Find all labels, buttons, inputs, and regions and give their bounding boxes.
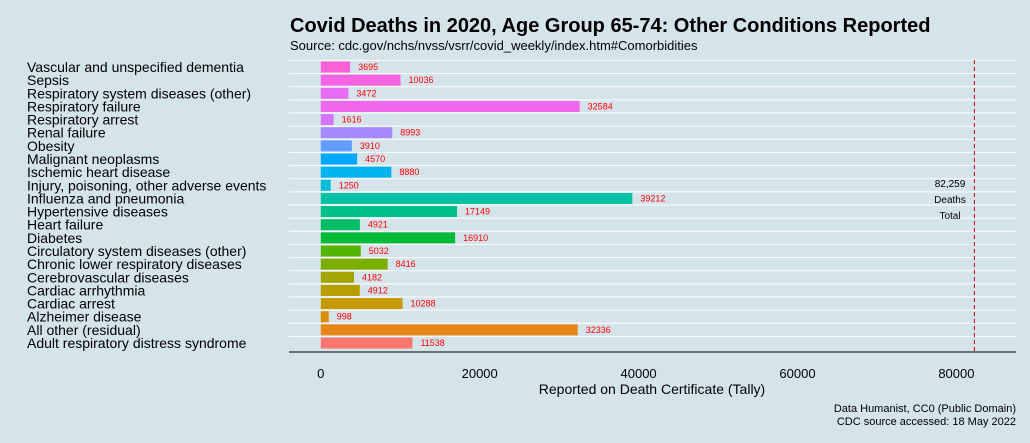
category-label: Obesity [27, 138, 74, 154]
bar [320, 219, 360, 231]
value-label: 8416 [396, 259, 416, 269]
category-label: Renal failure [27, 125, 106, 141]
bar [320, 206, 458, 218]
bar [320, 192, 633, 204]
category-label: Hypertensive diseases [27, 204, 168, 220]
value-label: 10288 [411, 299, 436, 309]
bar [320, 245, 361, 257]
bar [320, 258, 388, 270]
bar [320, 140, 352, 152]
value-label: 4912 [368, 285, 388, 295]
category-label: Vascular and unspecified dementia [27, 59, 244, 75]
bar [320, 61, 351, 73]
value-label: 17149 [465, 207, 490, 217]
annotation-text: Total [939, 211, 960, 222]
bar [320, 166, 392, 178]
bar [320, 87, 349, 99]
bar [320, 114, 334, 126]
bar [320, 284, 360, 296]
x-axis-title: Reported on Death Certificate (Tally) [539, 381, 765, 397]
category-label: Adult respiratory distress syndrome [27, 335, 247, 351]
annotation-text: Deaths [934, 195, 966, 206]
bars-layer [320, 61, 633, 349]
bar [320, 127, 393, 139]
x-tick-label: 40000 [621, 366, 657, 381]
category-label: Diabetes [27, 230, 82, 246]
value-label: 16910 [463, 233, 488, 243]
bar [320, 232, 456, 244]
x-tick-label: 80000 [938, 366, 974, 381]
value-label: 11538 [420, 338, 444, 348]
value-label: 4182 [362, 272, 382, 282]
value-label: 10036 [409, 75, 434, 85]
category-label: Injury, poisoning, other adverse events [27, 177, 266, 193]
category-label: Cardiac arrest [27, 296, 115, 312]
value-label: 3472 [356, 88, 376, 98]
annotation-text: 82,259 [935, 179, 966, 190]
x-tick-label: 0 [317, 366, 324, 381]
value-label: 4921 [368, 220, 388, 230]
x-tick-label: 60000 [779, 366, 815, 381]
category-label: Respiratory failure [27, 98, 141, 114]
value-label: 3695 [358, 62, 378, 72]
category-label: Circulatory system diseases (other) [27, 243, 246, 259]
value-label: 32336 [586, 325, 611, 335]
category-label: Chronic lower respiratory diseases [27, 256, 242, 272]
category-label: Cerebrovascular diseases [27, 269, 189, 285]
value-label: 1616 [342, 115, 362, 125]
bar [320, 74, 401, 86]
value-label: 8993 [400, 128, 420, 138]
category-label: Cardiac arrhythmia [27, 282, 145, 298]
value-label: 998 [337, 312, 352, 322]
value-label: 5032 [369, 246, 389, 256]
category-label: Ischemic heart disease [27, 164, 170, 180]
category-label: Sepsis [27, 72, 69, 88]
bar [320, 271, 355, 283]
value-label: 3910 [360, 141, 380, 151]
bar [320, 298, 403, 310]
category-label: Malignant neoplasms [27, 151, 159, 167]
value-label: 4570 [365, 154, 385, 164]
value-label: 1250 [339, 180, 359, 190]
bar [320, 100, 580, 112]
total-annotation: 82,259 Deaths Total [934, 179, 966, 222]
axis-layer: 0 20000 40000 60000 80000 [317, 60, 975, 381]
bar [320, 337, 413, 349]
category-label: Influenza and pneumonia [27, 190, 184, 206]
value-label: 32584 [588, 101, 613, 111]
value-label: 39212 [640, 193, 665, 203]
value-label: 8880 [399, 167, 419, 177]
category-label: Alzheimer disease [27, 309, 142, 325]
category-label: Respiratory system diseases (other) [27, 85, 251, 101]
x-tick-label: 20000 [462, 366, 498, 381]
bar [320, 153, 358, 165]
category-label: Respiratory arrest [27, 112, 138, 128]
chart-title: Covid Deaths in 2020, Age Group 65-74: O… [290, 15, 931, 37]
credit-line-1: Data Humanist, CC0 (Public Domain) [833, 403, 1016, 415]
bar [320, 179, 331, 191]
category-label: All other (residual) [27, 322, 141, 338]
grid-layer [289, 59, 1016, 337]
category-label: Heart failure [27, 217, 103, 233]
bar [320, 324, 578, 336]
labels-layer: Vascular and unspecified dementia 3695 Sep… [27, 59, 665, 351]
chart-subtitle: Source: cdc.gov/nchs/nvss/vsrr/covid_wee… [290, 38, 698, 53]
credit-line-2: CDC source accessed: 18 May 2022 [836, 416, 1016, 428]
bar [320, 311, 329, 323]
